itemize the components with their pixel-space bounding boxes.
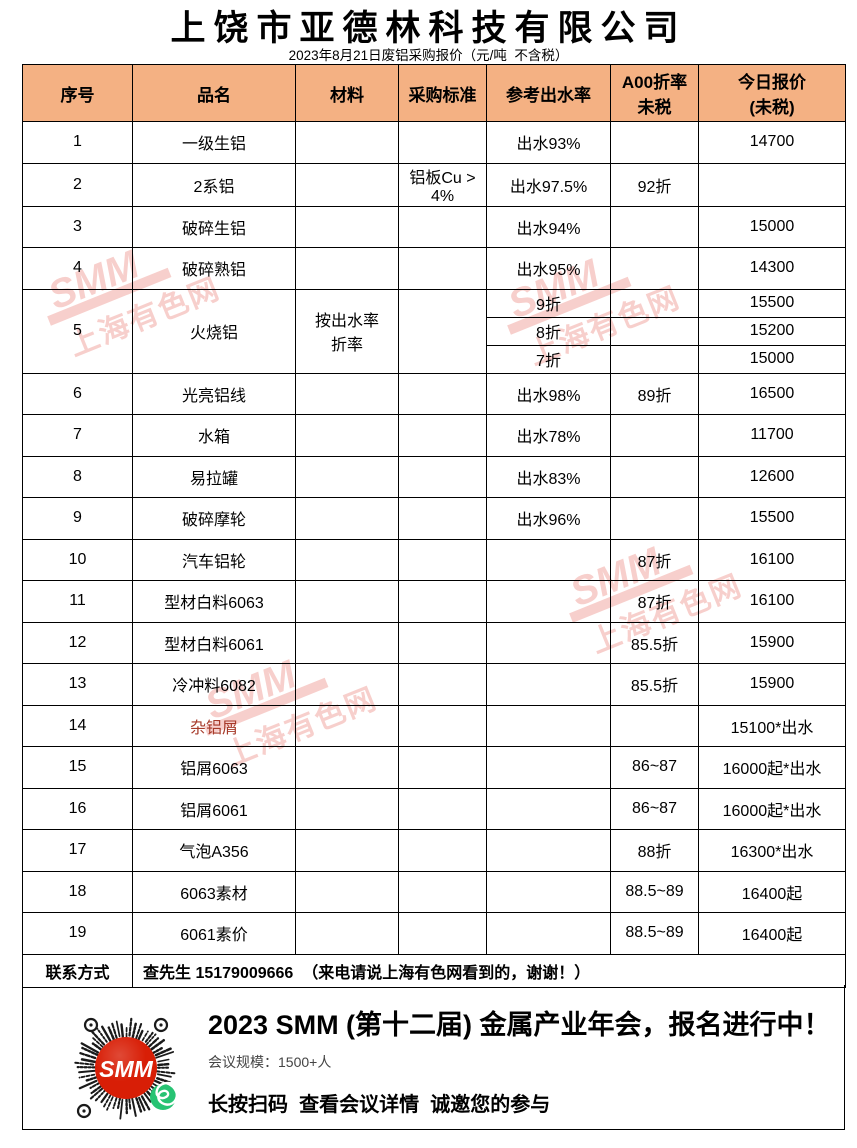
svg-text:SMM: SMM: [99, 1056, 154, 1082]
